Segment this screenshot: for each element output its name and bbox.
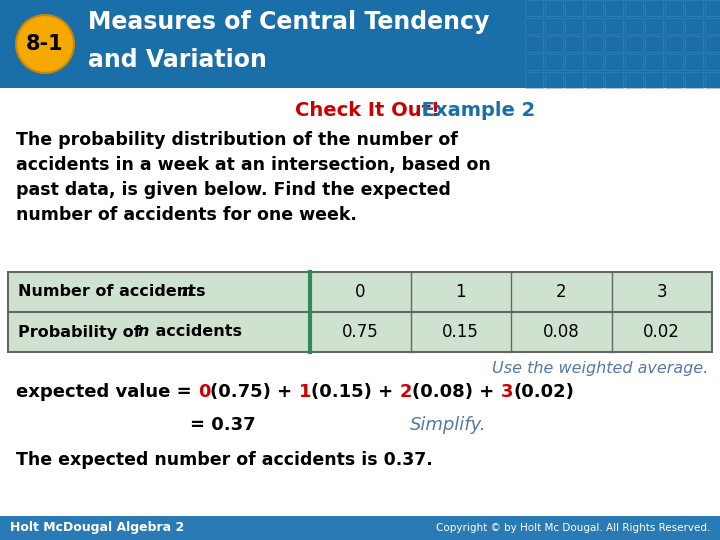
- Bar: [645, 54, 663, 70]
- Bar: [565, 72, 583, 88]
- Bar: [545, 72, 563, 88]
- Bar: [625, 72, 643, 88]
- Text: n: n: [138, 325, 149, 340]
- Bar: [585, 0, 603, 16]
- Text: The probability distribution of the number of: The probability distribution of the numb…: [16, 131, 458, 149]
- Bar: [605, 72, 623, 88]
- Text: 0.15: 0.15: [442, 323, 480, 341]
- Bar: [625, 18, 643, 34]
- Text: = 0.37: = 0.37: [190, 416, 256, 434]
- Bar: [605, 18, 623, 34]
- Bar: [705, 0, 720, 16]
- Text: (0.02): (0.02): [513, 383, 574, 401]
- Text: Holt McDougal Algebra 2: Holt McDougal Algebra 2: [10, 522, 184, 535]
- Text: n: n: [181, 285, 192, 300]
- Bar: [8, 312, 712, 352]
- Bar: [525, 72, 543, 88]
- Text: past data, is given below. Find the expected: past data, is given below. Find the expe…: [16, 181, 451, 199]
- Bar: [525, 18, 543, 34]
- Bar: [625, 36, 643, 52]
- Text: Measures of Central Tendency: Measures of Central Tendency: [88, 10, 490, 34]
- Bar: [665, 36, 683, 52]
- Bar: [0, 0, 720, 88]
- Bar: [705, 18, 720, 34]
- Text: (0.75) +: (0.75) +: [210, 383, 299, 401]
- Bar: [685, 72, 703, 88]
- Text: Copyright © by Holt Mc Dougal. All Rights Reserved.: Copyright © by Holt Mc Dougal. All Right…: [436, 523, 710, 533]
- Text: 0.08: 0.08: [543, 323, 580, 341]
- Bar: [645, 36, 663, 52]
- Bar: [585, 36, 603, 52]
- Text: 1: 1: [456, 283, 466, 301]
- Bar: [525, 36, 543, 52]
- Text: Simplify.: Simplify.: [410, 416, 487, 434]
- Text: 0.02: 0.02: [643, 323, 680, 341]
- Text: expected value =: expected value =: [16, 383, 198, 401]
- Bar: [605, 36, 623, 52]
- Bar: [8, 272, 712, 312]
- Text: Probability of: Probability of: [18, 325, 146, 340]
- Text: 0.75: 0.75: [342, 323, 379, 341]
- Text: (0.15) +: (0.15) +: [311, 383, 400, 401]
- Bar: [565, 36, 583, 52]
- Text: 0: 0: [355, 283, 366, 301]
- Bar: [565, 54, 583, 70]
- Text: accidents in a week at an intersection, based on: accidents in a week at an intersection, …: [16, 156, 491, 174]
- Bar: [685, 18, 703, 34]
- Bar: [645, 72, 663, 88]
- Bar: [645, 0, 663, 16]
- Text: Number of accidents: Number of accidents: [18, 285, 211, 300]
- Bar: [565, 0, 583, 16]
- Bar: [565, 18, 583, 34]
- Bar: [525, 54, 543, 70]
- Bar: [545, 18, 563, 34]
- Bar: [685, 54, 703, 70]
- Text: 3: 3: [657, 283, 667, 301]
- Bar: [665, 72, 683, 88]
- Bar: [585, 54, 603, 70]
- Bar: [665, 54, 683, 70]
- Text: 1: 1: [299, 383, 311, 401]
- Text: Use the weighted average.: Use the weighted average.: [492, 361, 708, 375]
- Text: 0: 0: [198, 383, 210, 401]
- Bar: [0, 516, 720, 540]
- Bar: [705, 36, 720, 52]
- Bar: [585, 18, 603, 34]
- Text: Check It Out!: Check It Out!: [295, 100, 440, 119]
- Bar: [545, 54, 563, 70]
- Bar: [545, 36, 563, 52]
- Text: 3: 3: [500, 383, 513, 401]
- Bar: [605, 0, 623, 16]
- Bar: [685, 36, 703, 52]
- Text: (0.08) +: (0.08) +: [412, 383, 500, 401]
- Bar: [685, 0, 703, 16]
- Bar: [665, 18, 683, 34]
- Text: 8-1: 8-1: [26, 34, 64, 54]
- Bar: [605, 54, 623, 70]
- Bar: [665, 0, 683, 16]
- Text: and Variation: and Variation: [88, 48, 267, 72]
- Bar: [705, 72, 720, 88]
- Bar: [525, 0, 543, 16]
- Circle shape: [16, 15, 74, 73]
- Bar: [625, 54, 643, 70]
- Text: 2: 2: [400, 383, 412, 401]
- Text: 2: 2: [556, 283, 567, 301]
- Bar: [585, 72, 603, 88]
- Text: accidents: accidents: [150, 325, 242, 340]
- Text: number of accidents for one week.: number of accidents for one week.: [16, 206, 357, 224]
- Bar: [8, 272, 712, 352]
- Text: Example 2: Example 2: [415, 100, 535, 119]
- Bar: [645, 18, 663, 34]
- Bar: [625, 0, 643, 16]
- Bar: [545, 0, 563, 16]
- Bar: [705, 54, 720, 70]
- Text: The expected number of accidents is 0.37.: The expected number of accidents is 0.37…: [16, 451, 433, 469]
